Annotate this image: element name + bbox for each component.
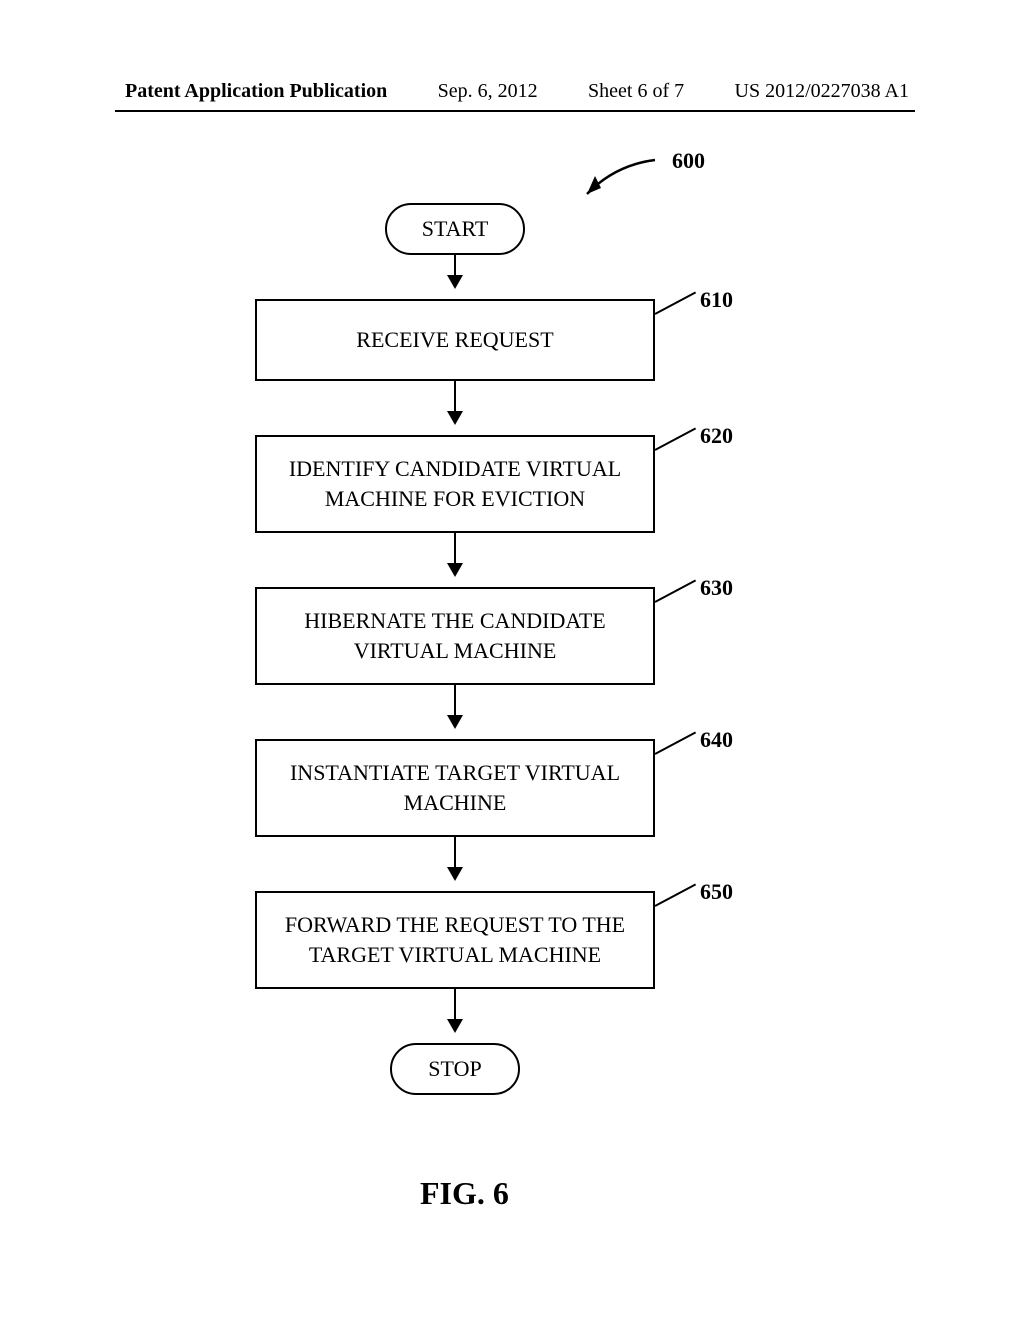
leader-630 [655,580,697,603]
arrow-610-620 [454,381,456,423]
arrow-630-640 [454,685,456,727]
ref-610: 610 [700,287,733,313]
arrow-650-stop [454,989,456,1031]
node-640: INSTANTIATE TARGET VIRTUAL MACHINE [255,739,655,837]
leader-640 [655,732,697,755]
arrow-start-610 [454,255,456,287]
figure-caption: FIG. 6 [420,1175,509,1212]
ref-650: 650 [700,879,733,905]
node-650-label: FORWARD THE REQUEST TO THE TARGET VIRTUA… [285,910,625,969]
node-620: IDENTIFY CANDIDATE VIRTUAL MACHINE FOR E… [255,435,655,533]
leader-610 [655,292,697,315]
node-start: START [385,203,525,255]
leader-650 [655,884,697,907]
flowchart: 600 START RECEIVE REQUEST 610 IDENTIFY C… [0,0,1024,1320]
ref-pointer-600 [575,150,665,210]
node-610: RECEIVE REQUEST [255,299,655,381]
node-630-label: HIBERNATE THE CANDIDATE VIRTUAL MACHINE [304,606,605,665]
node-stop: STOP [390,1043,520,1095]
node-630: HIBERNATE THE CANDIDATE VIRTUAL MACHINE [255,587,655,685]
node-640-label: INSTANTIATE TARGET VIRTUAL MACHINE [290,758,620,817]
node-620-label: IDENTIFY CANDIDATE VIRTUAL MACHINE FOR E… [289,454,621,513]
ref-620: 620 [700,423,733,449]
node-stop-label: STOP [428,1056,481,1082]
ref-600: 600 [672,148,705,174]
node-610-label: RECEIVE REQUEST [356,325,553,355]
node-start-label: START [422,216,489,242]
ref-640: 640 [700,727,733,753]
leader-620 [655,428,697,451]
arrow-620-630 [454,533,456,575]
arrow-640-650 [454,837,456,879]
node-650: FORWARD THE REQUEST TO THE TARGET VIRTUA… [255,891,655,989]
ref-630: 630 [700,575,733,601]
